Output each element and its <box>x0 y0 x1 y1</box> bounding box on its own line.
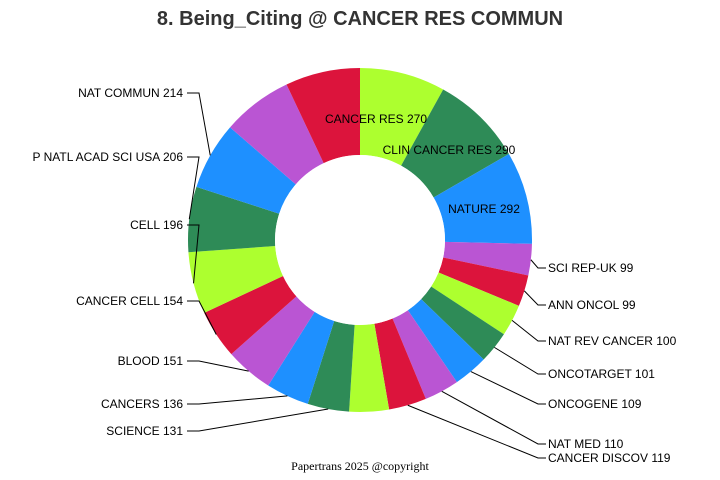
slice-cancer-discov <box>374 318 426 410</box>
slice-blood <box>231 296 315 386</box>
leader-nat-rev-cancer <box>511 319 546 342</box>
slice-j-clin-oncol <box>286 68 360 164</box>
footer-copyright: Papertrans 2025 @copyright <box>291 459 429 473</box>
label-ann-oncol: ANN ONCOL 99 <box>548 298 636 312</box>
label-j-clin-oncol: J CLIN ONCOL 236 <box>77 0 183 3</box>
leader-cancer-cell <box>187 300 217 335</box>
leader-p-natl-acad-sci-usa <box>187 156 200 220</box>
slice-cancer-res <box>360 68 444 166</box>
label-cancers: CANCERS 136 <box>101 397 183 411</box>
leader-science <box>187 408 329 432</box>
label-sci-rep-uk: SCI REP-UK 99 <box>548 261 634 275</box>
leader-oncotarget <box>494 346 546 375</box>
label-cell: CELL 196 <box>130 218 183 232</box>
slice-cell <box>188 246 284 313</box>
slice-science <box>307 320 355 412</box>
slice-cancers <box>268 311 335 404</box>
leader-cancer-discov <box>407 404 546 459</box>
leader-cancers <box>187 395 288 405</box>
slice-cancer-cell <box>204 276 297 355</box>
label-oncotarget: ONCOTARGET 101 <box>548 367 655 381</box>
label-nat-rev-cancer: NAT REV CANCER 100 <box>548 334 677 348</box>
label-clin-cancer-res: CLIN CANCER RES 290 <box>383 143 516 157</box>
label-nat-commun: NAT COMMUN 214 <box>78 86 183 100</box>
slice-clin-cancer-res <box>401 89 509 198</box>
slice-ann-oncol <box>438 257 529 306</box>
label-nature: NATURE 292 <box>448 202 520 216</box>
slice-nat-commun <box>196 127 296 214</box>
slice-plos-one <box>349 323 390 412</box>
slice-nat-med <box>392 310 457 399</box>
slice-new-engl-j-med <box>230 84 324 185</box>
slice-p-natl-acad-sci-usa <box>188 186 280 253</box>
slice-oncotarget <box>421 286 504 360</box>
leader-nat-commun <box>187 92 211 156</box>
donut-hole <box>275 155 445 325</box>
label-cancer-res: CANCER RES 270 <box>325 112 427 126</box>
label-science: SCIENCE 131 <box>106 424 183 438</box>
slice-sci-rep-uk <box>443 241 532 276</box>
label-nat-med: NAT MED 110 <box>548 437 624 451</box>
slice-nat-rev-cancer <box>431 272 519 335</box>
labels-group: CANCER RES 270 CLIN CANCER RES 290 NATURE … <box>32 0 676 465</box>
label-oncogene: ONCOGENE 109 <box>548 397 642 411</box>
label-p-natl-acad-sci-usa: P NATL ACAD SCI USA 206 <box>32 150 183 164</box>
slice-nature <box>433 154 532 244</box>
label-plos-one: PLOS ONE 125 <box>548 0 633 3</box>
leader-sci-rep-uk <box>530 259 546 269</box>
label-cancer-cell: CANCER CELL 154 <box>76 294 183 308</box>
leader-ann-oncol <box>523 290 546 306</box>
slices-group <box>188 68 532 412</box>
leader-nat-med <box>441 390 546 445</box>
label-blood: BLOOD 151 <box>118 354 184 368</box>
leader-cell <box>187 224 200 284</box>
slice-oncogene <box>407 299 484 383</box>
leader-blood <box>187 360 249 372</box>
leader-lines-group <box>187 92 546 459</box>
label-new-engl-j-med: NEW ENGL J MED 222 <box>57 0 184 3</box>
chart-title: 8. Being_Citing @ CANCER RES COMMUN <box>157 8 563 30</box>
label-cancer-discov: CANCER DISCOV 119 <box>548 451 671 465</box>
leader-oncogene <box>470 371 546 405</box>
